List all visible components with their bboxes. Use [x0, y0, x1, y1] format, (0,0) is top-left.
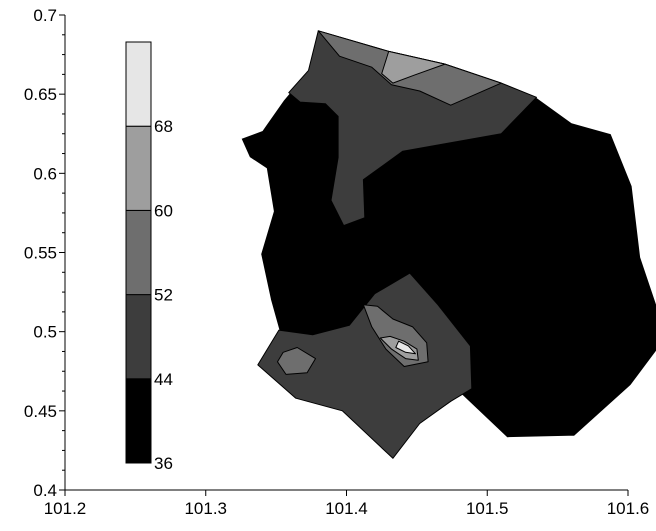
y-tick-label: 0.5 — [33, 323, 57, 342]
colorbar-label: 68 — [154, 117, 173, 136]
contour-region-south-peak-core — [395, 340, 416, 355]
y-tick-label: 0.65 — [24, 85, 57, 104]
colorbar-band-52-60 — [125, 209, 152, 296]
colorbar-label: 60 — [154, 201, 173, 220]
x-tick-label: 101.3 — [184, 499, 227, 518]
colorbar-band-60-68 — [125, 125, 152, 211]
y-tick-label: 0.4 — [33, 481, 57, 500]
x-tick-label: 101.5 — [466, 499, 509, 518]
colorbar-label: 36 — [154, 454, 173, 473]
contour-region-south-band — [257, 272, 473, 459]
x-tick-label: 101.4 — [325, 499, 368, 518]
y-tick-label: 0.6 — [33, 164, 57, 183]
y-tick-label: 0.55 — [24, 244, 57, 263]
y-tick-label: 0.7 — [33, 6, 57, 25]
contour-region-north-peak — [381, 50, 446, 84]
y-tick-label: 0.45 — [24, 402, 57, 421]
axes: 101.2 101.3 101.4 101.5 101.6 0.4 0.45 0.5 0.55 0… — [24, 6, 649, 518]
x-tick-label: 101.6 — [607, 499, 650, 518]
colorbar-band-44-52 — [125, 294, 152, 380]
colorbar-band-68-76 — [125, 41, 152, 127]
contour-regions — [240, 30, 656, 459]
colorbar-label: 44 — [154, 370, 173, 389]
colorbar-band-36-44 — [125, 378, 152, 464]
x-tick-label: 101.2 — [44, 499, 87, 518]
colorbar-legend: 36 44 52 60 68 — [125, 41, 173, 473]
colorbar-label: 52 — [154, 286, 173, 305]
contour-region-west-spot — [277, 347, 316, 375]
